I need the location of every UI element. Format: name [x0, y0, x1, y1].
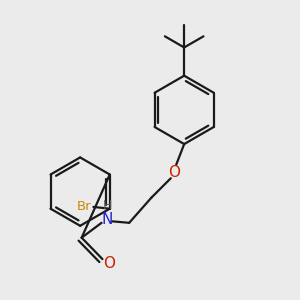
- Text: O: O: [103, 256, 115, 271]
- Text: O: O: [168, 165, 180, 180]
- Text: N: N: [101, 212, 112, 227]
- Text: Br: Br: [77, 200, 92, 213]
- Text: H: H: [103, 199, 112, 212]
